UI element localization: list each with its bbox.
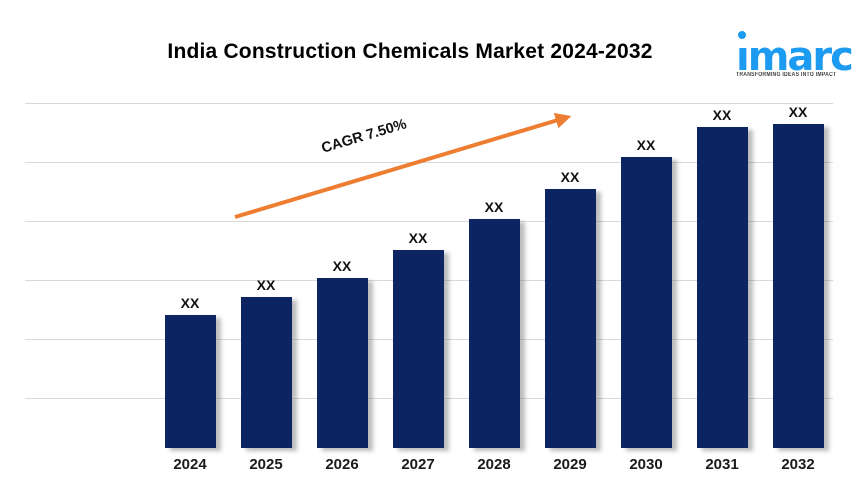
bar-year-label: 2029 bbox=[553, 456, 587, 473]
bar-value-label: XX bbox=[484, 199, 504, 215]
bar bbox=[772, 124, 824, 448]
bar-value-label: XX bbox=[332, 258, 352, 274]
bar-year-label: 2032 bbox=[781, 456, 815, 473]
bar-year-label: 2025 bbox=[249, 456, 283, 473]
bar bbox=[316, 278, 368, 448]
bar-value-label: XX bbox=[560, 169, 580, 185]
bar-year-label: 2031 bbox=[705, 456, 739, 473]
bar bbox=[544, 189, 596, 448]
bar bbox=[240, 297, 292, 448]
bar-value-label: XX bbox=[256, 277, 276, 293]
bar-slot: XX 2025 bbox=[228, 103, 304, 473]
bar-year-label: 2027 bbox=[401, 456, 435, 473]
gridline bbox=[25, 221, 833, 222]
bar-year-label: 2030 bbox=[629, 456, 663, 473]
bar-slot: XX 2031 bbox=[684, 103, 760, 473]
bar bbox=[392, 250, 444, 448]
bar-slot: XX 2024 bbox=[152, 103, 228, 473]
imarc-wordmark-text: ımarc bbox=[736, 34, 854, 80]
chart-title: India Construction Chemicals Market 2024… bbox=[167, 40, 653, 63]
imarc-logo: ımarc TRANSFORMING IDEAS INTO IMPACT bbox=[736, 28, 854, 78]
bar-year-label: 2024 bbox=[173, 456, 207, 473]
bar-value-label: XX bbox=[788, 104, 808, 120]
bar-value-label: XX bbox=[636, 137, 656, 153]
gridline bbox=[25, 103, 833, 104]
bar bbox=[164, 315, 216, 448]
imarc-tagline: TRANSFORMING IDEAS INTO IMPACT bbox=[736, 72, 837, 78]
bar-series: XX 2024 XX 2025 XX 2026 XX 2027 XX 2028 bbox=[152, 103, 836, 473]
imarc-wordmark: ımarc bbox=[736, 31, 854, 80]
bar-value-label: XX bbox=[408, 230, 428, 246]
bar-slot: XX 2030 bbox=[608, 103, 684, 473]
bar-value-label: XX bbox=[180, 295, 200, 311]
bar-slot: XX 2032 bbox=[760, 103, 836, 473]
bar-slot: XX 2028 bbox=[456, 103, 532, 473]
bar-slot: XX 2026 bbox=[304, 103, 380, 473]
bar bbox=[468, 219, 520, 448]
bar-year-label: 2026 bbox=[325, 456, 359, 473]
bar-slot: XX 2029 bbox=[532, 103, 608, 473]
bar-slot: XX 2027 bbox=[380, 103, 456, 473]
bar-year-label: 2028 bbox=[477, 456, 511, 473]
bar-value-label: XX bbox=[712, 107, 732, 123]
imarc-i-dot-icon bbox=[738, 31, 746, 39]
bar bbox=[696, 127, 748, 448]
bar bbox=[620, 157, 672, 448]
